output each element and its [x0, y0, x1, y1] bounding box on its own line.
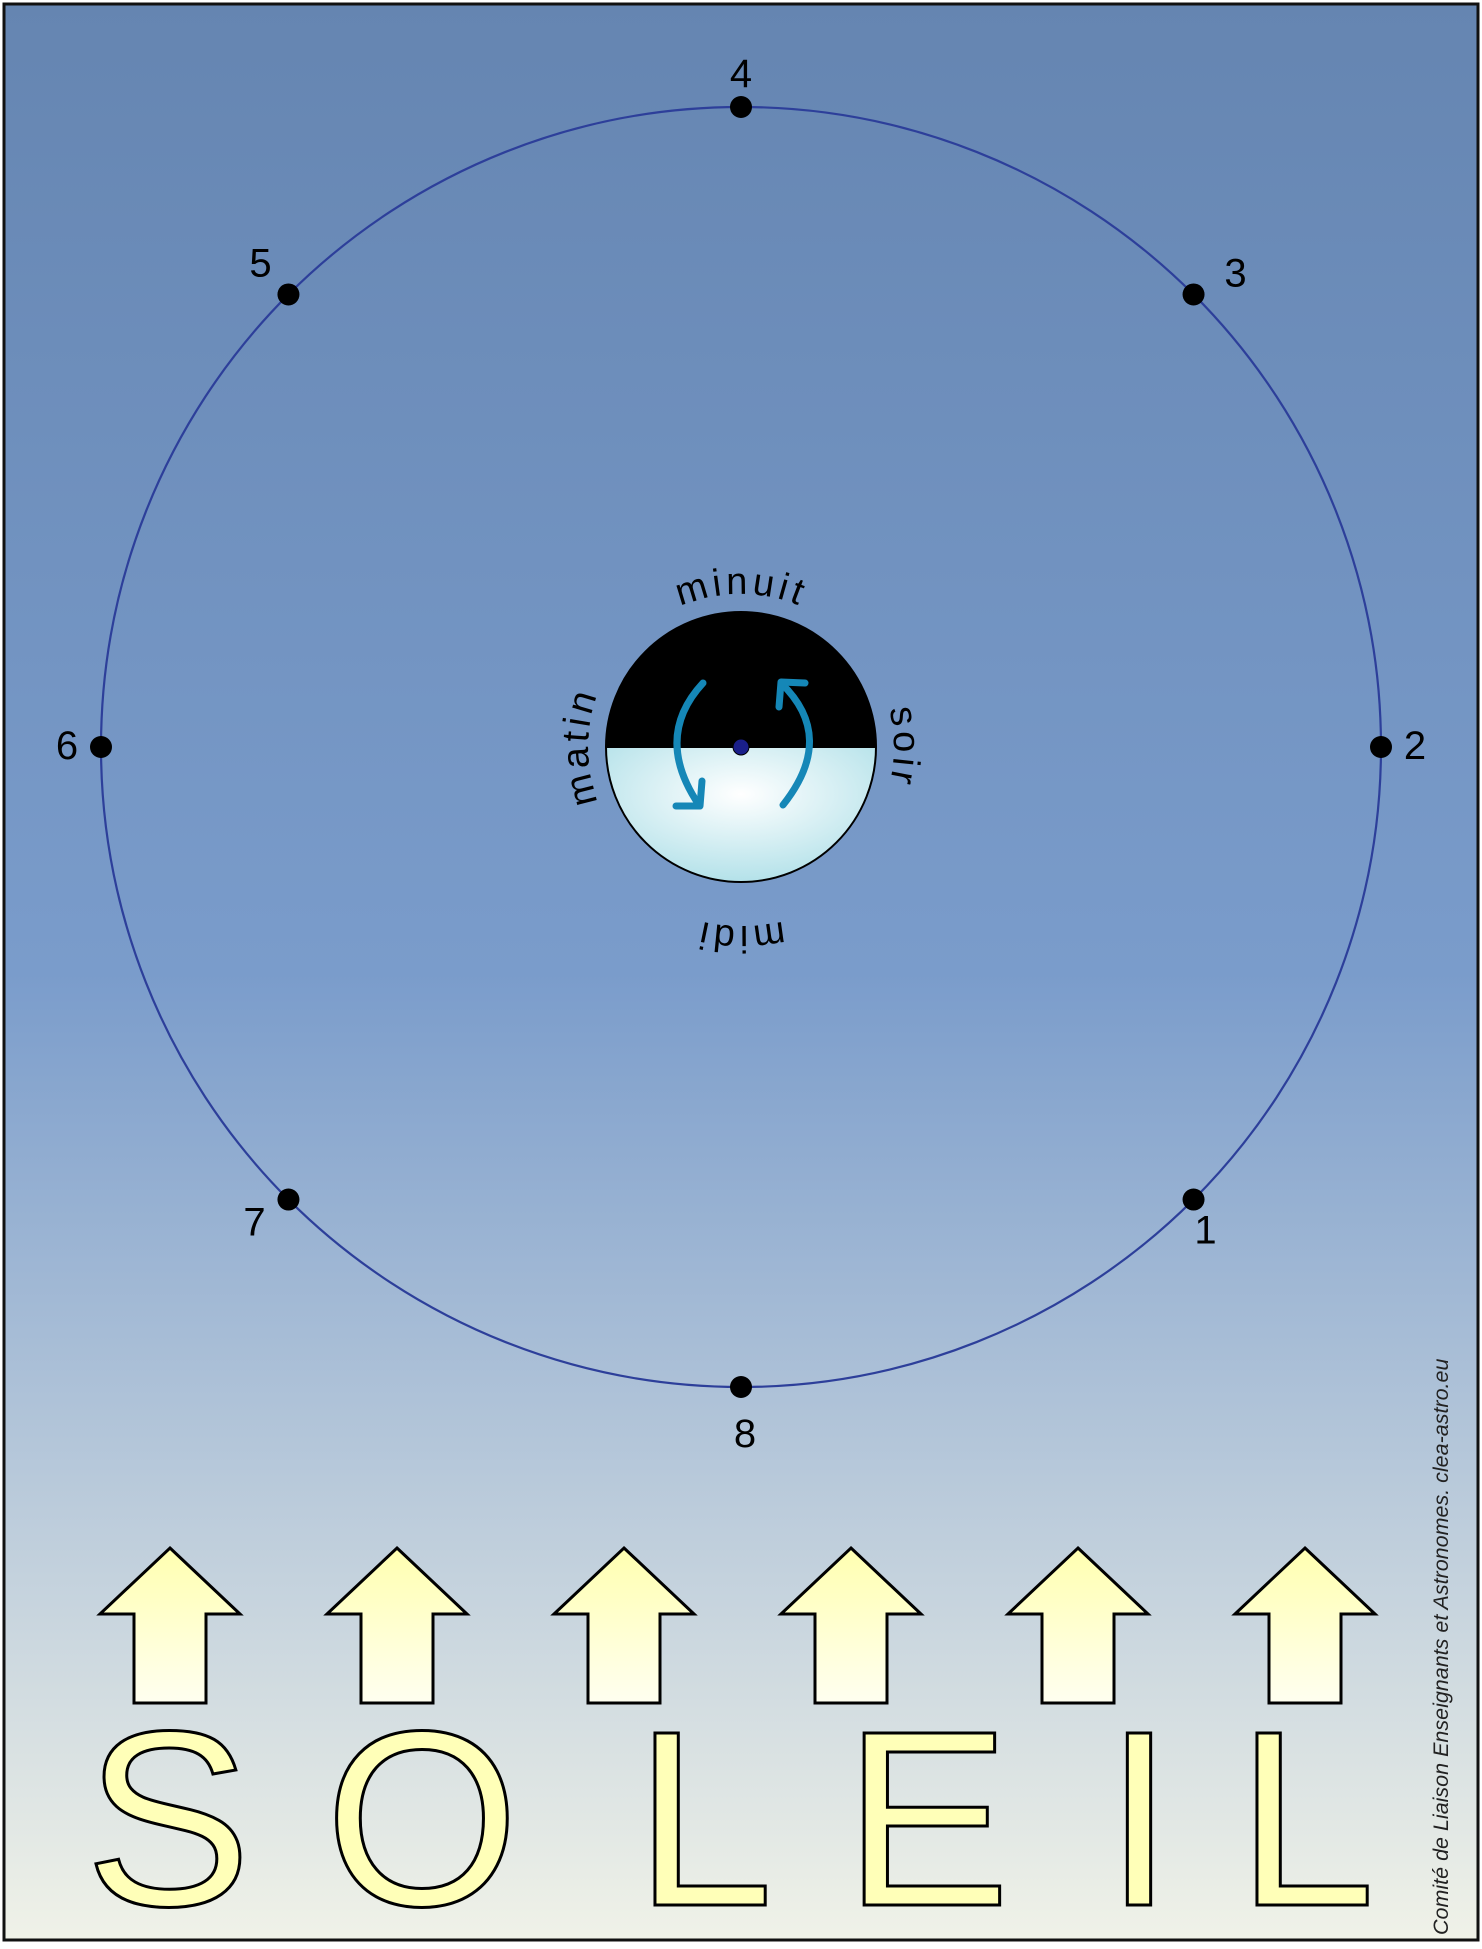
- arrow-up-icon: [323, 1545, 471, 1705]
- position-label-4: 4: [730, 52, 752, 96]
- sun-title-letter: L: [634, 1679, 773, 1944]
- position-dot-7: [277, 1188, 300, 1211]
- arrow-up-icon: [1231, 1545, 1379, 1705]
- position-label-7: 7: [243, 1201, 265, 1245]
- sun-title-letter: I: [1104, 1679, 1173, 1944]
- position-label-3: 3: [1224, 251, 1246, 295]
- position-dot-2: [1370, 736, 1392, 758]
- position-label-1: 1: [1194, 1209, 1216, 1253]
- sun-title-letter: O: [325, 1679, 519, 1944]
- position-dot-8: [730, 1376, 752, 1398]
- arrow-up-icon: [96, 1545, 244, 1705]
- position-label-2: 2: [1404, 724, 1426, 768]
- earth-axis-dot: [732, 738, 750, 756]
- rotation-arrow-right-icon: [777, 679, 813, 809]
- rotation-arrowhead-left-icon: [672, 777, 706, 810]
- label-soir: soir: [880, 703, 927, 792]
- rotation-arrowhead-right-icon: [775, 678, 809, 711]
- sun-title-letter: E: [844, 1679, 1011, 1944]
- arrow-up-icon: [777, 1545, 925, 1705]
- sun-title-letter: S: [85, 1679, 252, 1944]
- position-label-6: 6: [56, 724, 78, 768]
- orbit-positions: 1 2 3 4 5 6 7 8: [56, 52, 1426, 1456]
- position-dot-1: [1182, 1188, 1205, 1211]
- sun-title-letter: L: [1236, 1679, 1375, 1944]
- rotation-arrow-left-icon: [673, 679, 707, 809]
- arrow-up-icon: [1004, 1545, 1152, 1705]
- position-label-8: 8: [734, 1412, 756, 1456]
- arrow-up-icon: [550, 1545, 698, 1705]
- sun-arrows: [96, 1545, 1379, 1705]
- position-dot-6: [90, 736, 112, 758]
- position-dot-3: [1182, 283, 1205, 306]
- position-label-5: 5: [249, 241, 271, 285]
- credit-text: Comité de Liaison Enseignants et Astrono…: [1429, 1359, 1453, 1935]
- position-dot-4: [730, 96, 752, 118]
- position-dot-5: [277, 283, 300, 306]
- label-matin: matin: [555, 682, 607, 810]
